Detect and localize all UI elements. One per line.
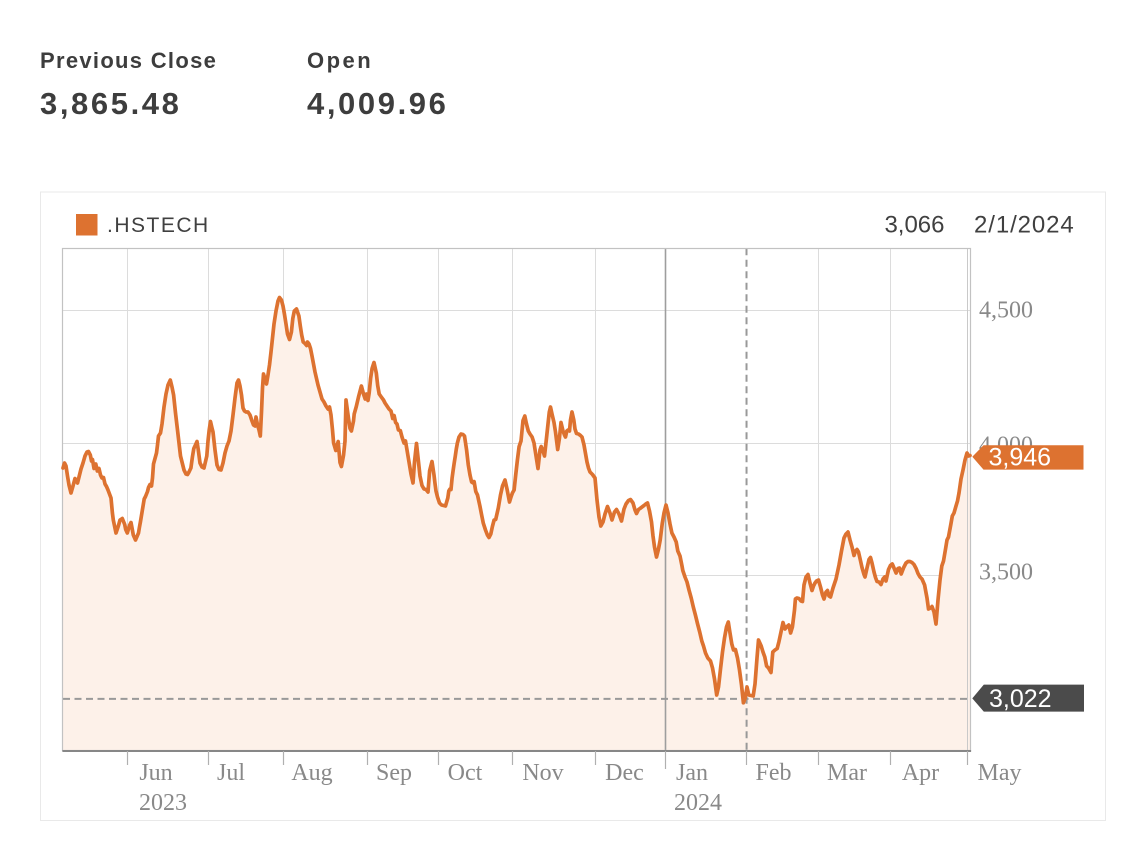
svg-text:2/1/2024: 2/1/2024 xyxy=(974,212,1075,239)
svg-text:3,022: 3,022 xyxy=(989,685,1052,713)
svg-text:3,500: 3,500 xyxy=(979,560,1033,586)
svg-text:Mar: Mar xyxy=(827,760,867,786)
svg-text:2024: 2024 xyxy=(674,790,722,816)
svg-text:Dec: Dec xyxy=(605,760,644,786)
svg-text:Apr: Apr xyxy=(902,760,939,786)
svg-text:Jun: Jun xyxy=(139,760,172,786)
svg-text:Jul: Jul xyxy=(217,760,245,786)
svg-text:Sep: Sep xyxy=(376,760,412,786)
svg-text:3,066: 3,066 xyxy=(884,212,944,239)
svg-text:4,009.96: 4,009.96 xyxy=(307,86,448,121)
svg-text:Oct: Oct xyxy=(448,760,483,786)
svg-text:.HSTECH: .HSTECH xyxy=(107,214,210,237)
svg-text:Feb: Feb xyxy=(756,760,792,786)
svg-text:4,500: 4,500 xyxy=(979,298,1033,324)
svg-text:Open: Open xyxy=(307,48,373,73)
svg-text:3,865.48: 3,865.48 xyxy=(40,86,181,121)
svg-text:Nov: Nov xyxy=(522,760,563,786)
svg-text:3,946: 3,946 xyxy=(989,444,1052,472)
svg-text:May: May xyxy=(978,760,1022,786)
svg-text:Jan: Jan xyxy=(676,760,708,786)
svg-text:Aug: Aug xyxy=(291,760,332,786)
svg-text:2023: 2023 xyxy=(139,790,187,816)
svg-text:Previous Close: Previous Close xyxy=(40,48,217,73)
